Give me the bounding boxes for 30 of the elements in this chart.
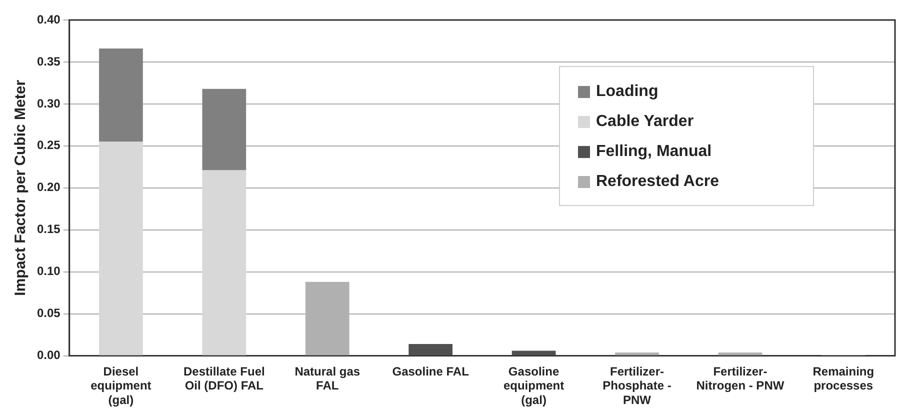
- bar: [202, 170, 246, 356]
- x-tick-label: Natural gas FAL: [294, 364, 360, 393]
- y-tick-label: 0.35: [36, 54, 61, 68]
- y-tick-label: 0.15: [36, 222, 61, 236]
- legend-label: Felling, Manual: [596, 143, 712, 161]
- legend-label: Loading: [596, 83, 658, 101]
- x-tick-label: Destillate Fuel Oil (DFO) FAL: [183, 364, 265, 393]
- x-tick-label: Fertilizer-Nitrogen - PNW: [696, 364, 785, 393]
- bar: [512, 350, 556, 356]
- bar: [99, 48, 143, 142]
- x-tick-label: Remaining processes: [812, 364, 874, 393]
- y-tick-label: 0.10: [36, 264, 61, 278]
- y-tick-label: 0.20: [36, 180, 61, 194]
- y-tick-label: 0.00: [36, 348, 61, 362]
- bar: [202, 88, 246, 170]
- x-tick-label: Gasoline FAL: [392, 364, 469, 378]
- y-tick-label: 0.05: [36, 306, 61, 320]
- x-tick-label: Fertilizer-Phosphate - PNW: [602, 364, 672, 408]
- y-axis-title: Impact Factor per Cubic Meter: [12, 80, 30, 296]
- bar: [408, 344, 453, 356]
- x-tick-label: Diesel equipment (gal): [90, 364, 152, 408]
- legend-label: Cable Yarder: [596, 113, 694, 131]
- y-tick-label: 0.30: [36, 96, 61, 110]
- bar: [615, 352, 659, 356]
- bar: [99, 142, 143, 356]
- y-tick-label: 0.40: [36, 12, 61, 26]
- bar: [718, 352, 762, 356]
- legend-label: Reforested Acre: [596, 173, 720, 191]
- y-tick-label: 0.25: [36, 138, 61, 152]
- x-tick-label: Gasoline equipment (gal): [503, 364, 564, 408]
